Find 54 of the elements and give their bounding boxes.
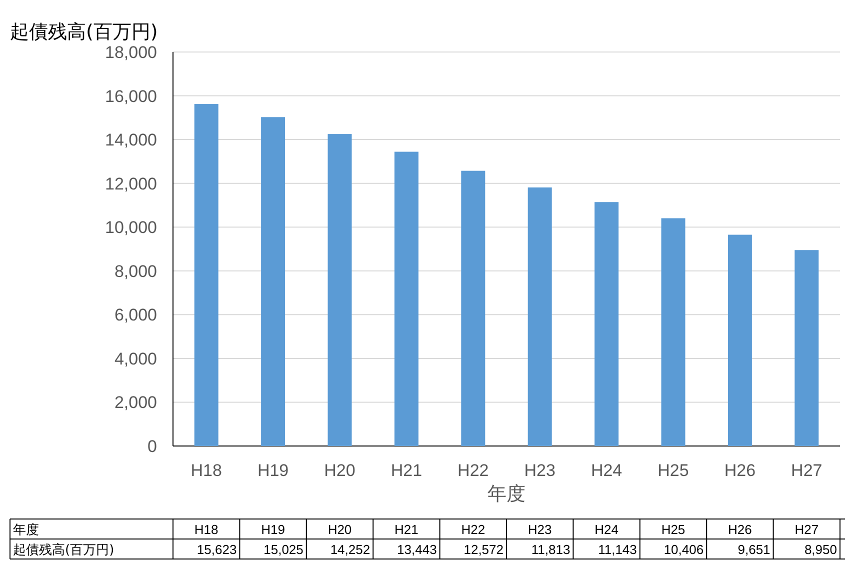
x-tick-label: H27: [791, 461, 822, 480]
y-tick-label: 6,000: [114, 306, 157, 325]
bar: [528, 187, 552, 446]
y-axis-title: 起債残高(百万円): [10, 21, 158, 43]
data-label: 13,443: [397, 542, 437, 557]
bar: [461, 170, 486, 446]
data-label: 12,572: [464, 542, 504, 557]
category-label: H27: [794, 522, 819, 537]
category-label: H22: [461, 522, 486, 537]
x-tick-label: H20: [324, 461, 356, 480]
y-tick-label: 10,000: [105, 218, 157, 238]
y-tick-label: 2,000: [114, 393, 157, 412]
category-label: H24: [594, 522, 618, 537]
bar: [261, 117, 286, 446]
category-label: H26: [728, 522, 752, 537]
category-label: H25: [661, 522, 686, 537]
data-label: 15,025: [264, 542, 304, 557]
category-label: H21: [394, 522, 418, 537]
y-tick-label: 16,000: [105, 86, 157, 106]
bar: [194, 104, 218, 446]
bar: [394, 152, 418, 446]
x-tick-label: H21: [390, 461, 422, 480]
y-tick-label: 14,000: [105, 130, 157, 150]
bar: [594, 202, 619, 446]
data-label: 10,406: [664, 542, 704, 557]
y-tick-label: 4,000: [114, 349, 157, 368]
category-label: H23: [528, 522, 552, 537]
x-axis-title: 年度: [488, 483, 526, 505]
x-tick-label: H24: [590, 461, 622, 480]
y-tick-label: 18,000: [105, 43, 157, 62]
x-tick-label: H19: [257, 461, 289, 480]
data-label: 11,143: [598, 542, 637, 557]
x-tick-label: H25: [658, 461, 689, 480]
x-tick-label: H23: [524, 461, 556, 480]
y-tick-label: 0: [148, 437, 157, 456]
bar: [794, 250, 819, 446]
data-label: 14,252: [330, 542, 370, 557]
bar: [661, 218, 686, 446]
x-tick-label: H26: [724, 461, 756, 480]
data-label: 9,651: [738, 542, 770, 557]
category-label: H20: [328, 522, 352, 537]
text: 年度: [13, 523, 39, 538]
bar: [328, 134, 352, 446]
y-tick-label: 8,000: [114, 262, 157, 281]
data-label: 11,813: [531, 542, 570, 557]
bar: [728, 234, 752, 446]
x-tick-label: H22: [458, 461, 489, 480]
text: 起債残高(百万円): [13, 543, 114, 558]
x-tick-label: H18: [190, 461, 222, 480]
data-label: 8,950: [804, 542, 837, 557]
category-label: H19: [261, 522, 285, 537]
category-label: H18: [194, 522, 218, 537]
data-label: 15,623: [196, 542, 237, 557]
y-tick-label: 12,000: [105, 174, 157, 194]
